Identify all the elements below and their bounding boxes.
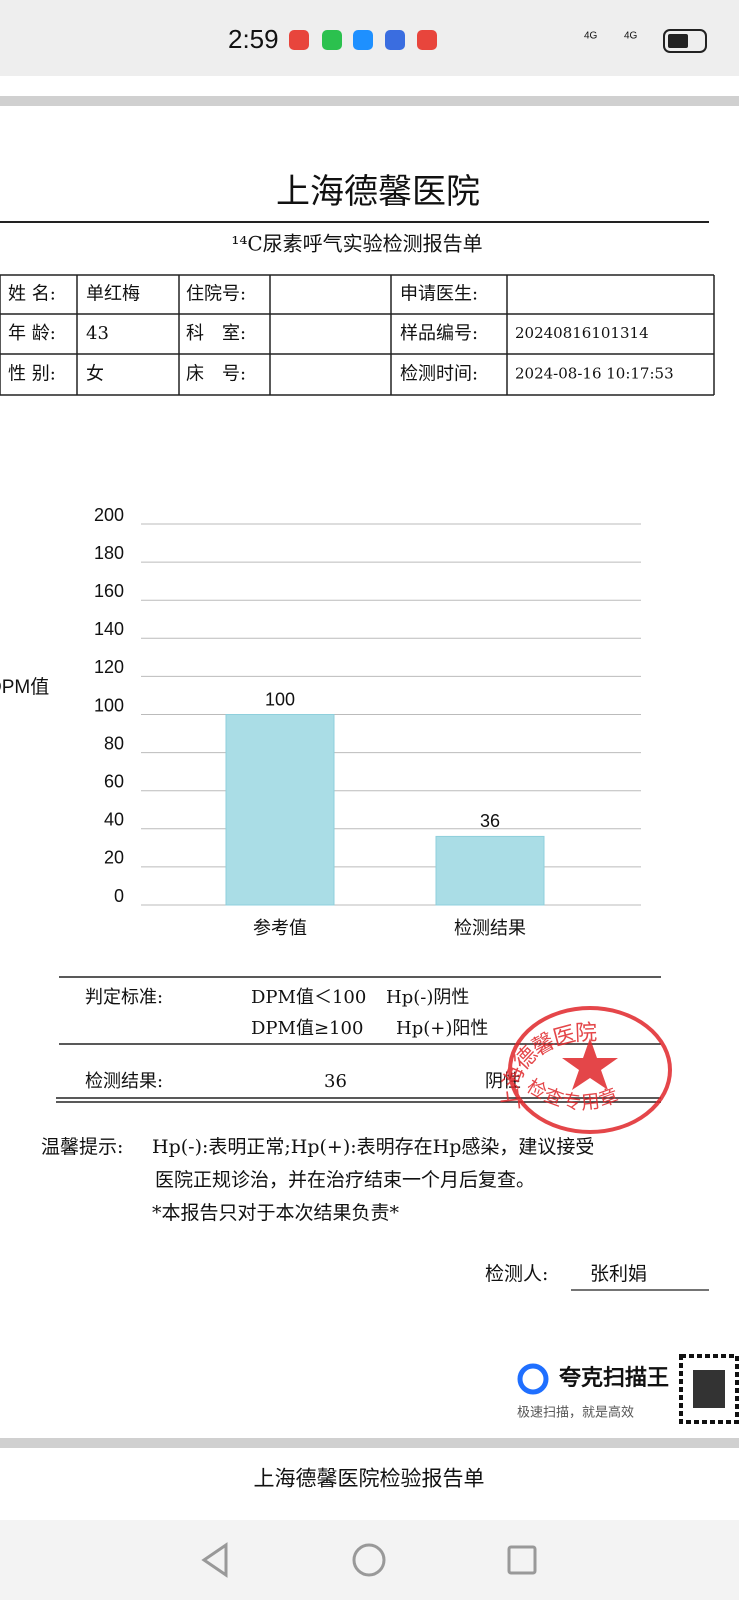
y-tick-label: 160 bbox=[94, 581, 124, 601]
field-value: 女 bbox=[86, 364, 104, 385]
y-tick-label: 80 bbox=[104, 733, 124, 753]
app-icon bbox=[417, 30, 437, 50]
field-label: 性 别: bbox=[8, 364, 56, 385]
tips-line: *本报告只对于本次结果负责* bbox=[152, 1202, 400, 1224]
page-separator bbox=[0, 1438, 739, 1448]
home-button[interactable] bbox=[352, 1543, 386, 1577]
field-label: 住院号: bbox=[186, 284, 246, 305]
field-value: 43 bbox=[86, 323, 109, 344]
field-label: 姓 名: bbox=[8, 284, 56, 305]
stamp-purpose: 检查专用章 bbox=[523, 1075, 621, 1114]
tips-label: 温馨提示: bbox=[41, 1136, 123, 1158]
y-tick-label: 180 bbox=[94, 543, 124, 563]
field-value: 2024-08-16 10:17:53 bbox=[515, 365, 674, 383]
field-label: 年 龄: bbox=[8, 323, 56, 344]
field-label: 样品编号: bbox=[400, 323, 478, 344]
field-value: 20240816101314 bbox=[515, 324, 649, 342]
clock: 2:59 bbox=[228, 24, 279, 54]
stamp-ring bbox=[508, 1006, 672, 1134]
criteria-condition: DPM值＜100 bbox=[251, 987, 366, 1008]
bar bbox=[225, 714, 335, 906]
stamp: 上海德馨医院 检查专用章 bbox=[498, 1006, 672, 1134]
app-icon bbox=[385, 30, 405, 50]
qr-code bbox=[693, 1370, 725, 1408]
stamp-star bbox=[562, 1038, 618, 1090]
field-value: 单红梅 bbox=[86, 284, 140, 305]
report-title: ¹⁴C尿素呼气实验检测报告单 bbox=[231, 232, 482, 256]
y-tick-label: 120 bbox=[94, 657, 124, 677]
app-icon bbox=[289, 30, 309, 50]
result-label: 检测结果: bbox=[85, 1071, 163, 1092]
field-label: 床 号: bbox=[186, 364, 246, 385]
result-value: 36 bbox=[324, 1071, 347, 1092]
next-page-title: 上海德馨医院检验报告单 bbox=[254, 1467, 485, 1491]
watermark-app: 夸克扫描王 bbox=[559, 1365, 669, 1390]
bar bbox=[435, 835, 545, 906]
back-button[interactable] bbox=[201, 1542, 228, 1578]
criteria-label: 判定标准: bbox=[85, 987, 163, 1008]
criteria-result: Hp(+)阳性 bbox=[396, 1018, 488, 1039]
network-label: 4G bbox=[624, 31, 638, 42]
signature-name: 张利娟 bbox=[590, 1263, 647, 1285]
stamp-text: 检查专用章 bbox=[523, 1075, 621, 1114]
y-tick-label: 0 bbox=[114, 886, 124, 906]
page-separator bbox=[0, 96, 739, 106]
x-tick-label: 检测结果 bbox=[454, 918, 526, 938]
y-tick-label: 60 bbox=[104, 771, 124, 791]
nav-bar bbox=[0, 1520, 739, 1600]
chart: DPM值 0 20 40 60 80 100 120 140 160 180 200 100 参考值 36 检… bbox=[0, 505, 641, 938]
battery bbox=[663, 29, 707, 53]
y-tick-label: 100 bbox=[94, 695, 124, 715]
y-axis-label: DPM值 bbox=[0, 676, 49, 698]
field-label: 检测时间: bbox=[400, 364, 478, 385]
watermark-slogan: 极速扫描，就是高效 bbox=[517, 1404, 634, 1419]
signature-label: 检测人: bbox=[485, 1263, 548, 1285]
value-label: 36 bbox=[480, 811, 500, 831]
network-label: 4G bbox=[584, 31, 598, 42]
app-icon bbox=[353, 30, 373, 50]
battery-level bbox=[668, 34, 688, 48]
field-label: 科 室: bbox=[186, 323, 246, 344]
y-tick-label: 40 bbox=[104, 810, 124, 830]
x-tick-label: 参考值 bbox=[253, 918, 307, 938]
criteria-result: Hp(-)阴性 bbox=[386, 987, 469, 1008]
y-tick-label: 20 bbox=[104, 848, 124, 868]
value-label: 100 bbox=[265, 689, 295, 709]
hospital-name: 上海德馨医院 bbox=[276, 172, 480, 212]
tips-line: 医院正规诊治，并在治疗结束一个月后复查。 bbox=[155, 1169, 535, 1191]
criteria-condition: DPM值≥100 bbox=[251, 1018, 363, 1039]
recents-button[interactable] bbox=[507, 1545, 537, 1575]
field-label: 申请医生: bbox=[400, 284, 478, 305]
app-icon bbox=[322, 30, 342, 50]
info-table: 姓 名: 单红梅 住院号: 申请医生: 年 龄: 43 科 室: 样品编号: 202408161… bbox=[0, 274, 715, 396]
y-tick-label: 200 bbox=[94, 505, 124, 525]
y-tick-label: 140 bbox=[94, 619, 124, 639]
tips-line: Hp(-):表明正常;Hp(+):表明存在Hp感染，建议接受 bbox=[152, 1136, 594, 1158]
watermark-logo bbox=[517, 1363, 549, 1395]
